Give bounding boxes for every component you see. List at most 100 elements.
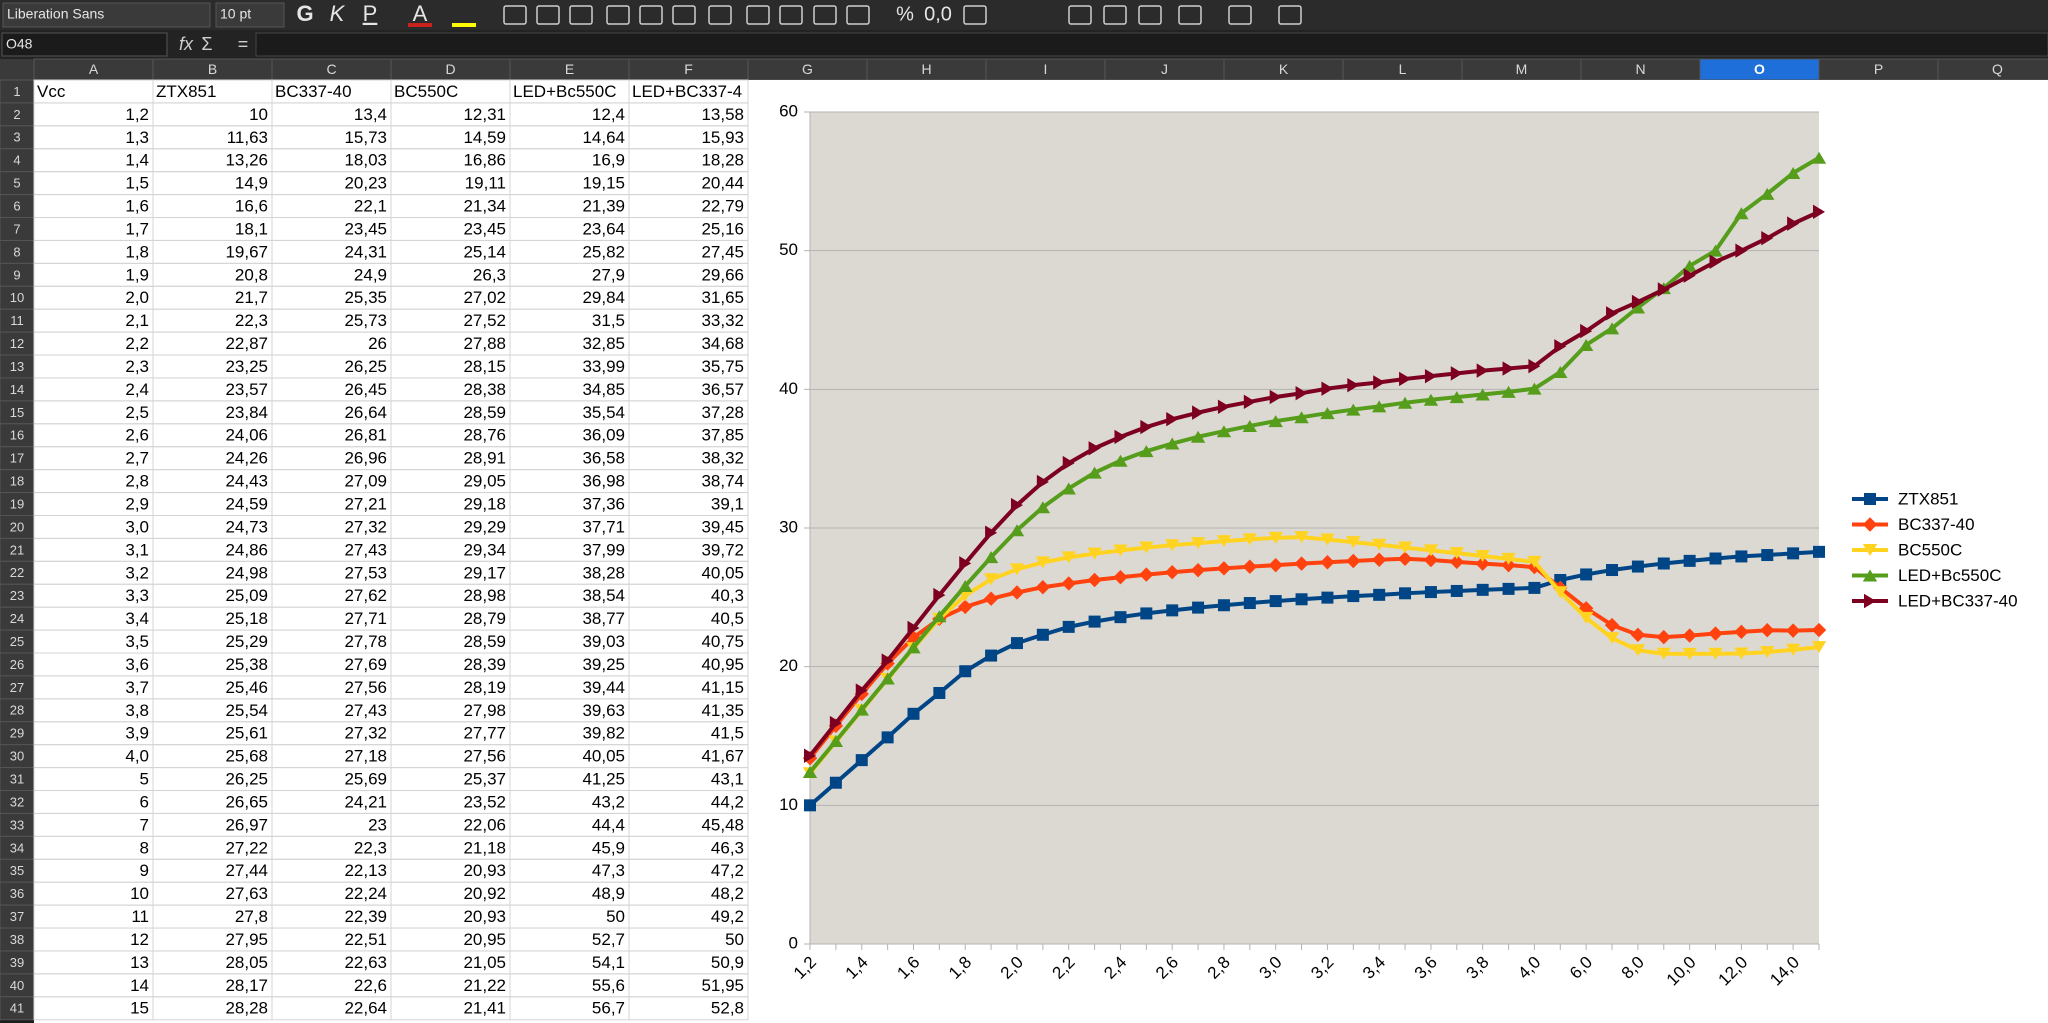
cell[interactable]: 31,5 — [592, 311, 625, 330]
cell[interactable]: 3,3 — [125, 586, 149, 605]
cell[interactable]: 16,9 — [592, 151, 625, 170]
toolbar-icon[interactable] — [963, 5, 987, 25]
cell[interactable]: 23,45 — [344, 219, 387, 238]
cell[interactable]: 27,62 — [344, 586, 387, 605]
cell[interactable]: 34,68 — [701, 334, 744, 353]
toolbar-icon[interactable] — [503, 5, 527, 25]
cell[interactable]: 19,11 — [465, 174, 506, 193]
cell[interactable]: 3,5 — [125, 632, 149, 651]
cell[interactable]: 2,5 — [125, 403, 149, 422]
cell[interactable]: 50 — [725, 930, 744, 949]
cell[interactable]: 3,4 — [125, 609, 149, 628]
cell[interactable]: 21,7 — [235, 288, 268, 307]
cell[interactable]: 54,1 — [592, 953, 625, 972]
toolbar-icon[interactable] — [672, 5, 696, 25]
cell[interactable]: 25,29 — [225, 632, 268, 651]
cell[interactable]: 20,93 — [463, 861, 506, 880]
cell[interactable]: 27,88 — [463, 334, 506, 353]
cell[interactable]: 1,4 — [125, 151, 149, 170]
cell[interactable]: 27,53 — [344, 563, 387, 582]
cell[interactable]: 20,44 — [701, 174, 744, 193]
cell[interactable]: 27,56 — [344, 678, 387, 697]
cell[interactable]: 26,97 — [225, 815, 268, 834]
cell[interactable]: 36,57 — [701, 380, 744, 399]
toolbar-icon[interactable] — [779, 5, 803, 25]
cell[interactable]: 16,6 — [235, 197, 268, 216]
cell[interactable]: 40,05 — [701, 563, 744, 582]
cell[interactable]: 45,9 — [592, 838, 625, 857]
cell[interactable]: 14,9 — [235, 174, 268, 193]
cell[interactable]: 24,86 — [225, 540, 268, 559]
toolbar-icon[interactable] — [569, 5, 593, 25]
cell[interactable]: 27,45 — [701, 242, 744, 261]
toolbar-icon[interactable] — [846, 5, 870, 25]
cell[interactable]: 1,8 — [125, 242, 149, 261]
cell[interactable]: 25,16 — [701, 219, 744, 238]
cell[interactable]: 12,4 — [592, 105, 625, 124]
cell[interactable]: 27,32 — [344, 517, 387, 536]
cell[interactable]: 2,0 — [125, 288, 149, 307]
cell[interactable]: 28,17 — [225, 976, 268, 995]
cell[interactable]: 55,6 — [592, 976, 625, 995]
cell[interactable]: 33,99 — [582, 357, 625, 376]
cell[interactable]: 22,6 — [354, 976, 387, 995]
cell[interactable]: BC337-40 — [275, 82, 352, 101]
cell[interactable]: 25,18 — [225, 609, 268, 628]
cell[interactable]: 40,5 — [711, 609, 744, 628]
cell[interactable]: 27,52 — [463, 311, 506, 330]
cell[interactable]: 13,4 — [354, 105, 387, 124]
cell[interactable]: 2,9 — [125, 495, 149, 514]
cell[interactable]: 29,66 — [701, 265, 744, 284]
toolbar-icon[interactable] — [1068, 5, 1092, 25]
cell[interactable]: 2,7 — [125, 449, 149, 468]
cell[interactable]: 27,22 — [225, 838, 268, 857]
cell[interactable]: 39,1 — [711, 495, 744, 514]
cell[interactable]: 46,3 — [711, 838, 744, 857]
cell[interactable]: 3,9 — [125, 724, 149, 743]
cell[interactable]: 15,73 — [344, 128, 387, 147]
cell[interactable]: 2,1 — [125, 311, 149, 330]
cell[interactable]: 28,59 — [463, 403, 506, 422]
cell[interactable]: 9 — [140, 861, 149, 880]
cell[interactable]: 28,98 — [463, 586, 506, 605]
cell[interactable]: Vcc — [37, 82, 66, 101]
cell[interactable]: 28,05 — [225, 953, 268, 972]
cell[interactable]: 20,93 — [463, 907, 506, 926]
cell[interactable]: 50 — [606, 907, 625, 926]
cell[interactable]: 49,2 — [711, 907, 744, 926]
cell[interactable]: 24,31 — [344, 242, 387, 261]
cell[interactable]: 11 — [131, 907, 149, 926]
toolbar-icon[interactable] — [746, 5, 770, 25]
cell[interactable]: 22,1 — [354, 197, 387, 216]
cell[interactable]: 38,32 — [701, 449, 744, 468]
cell[interactable]: 28,91 — [463, 449, 506, 468]
cell[interactable]: 27,32 — [344, 724, 387, 743]
cell[interactable]: 39,44 — [582, 678, 625, 697]
cell[interactable]: 27,69 — [344, 655, 387, 674]
toolbar-icon[interactable] — [1178, 5, 1202, 25]
cell[interactable]: 50,9 — [711, 953, 744, 972]
cell[interactable]: 37,99 — [582, 540, 625, 559]
cell[interactable]: 29,29 — [463, 517, 506, 536]
cell[interactable]: LED+Bc550C — [513, 82, 616, 101]
name-box[interactable] — [1, 32, 168, 57]
cell[interactable]: 44,4 — [592, 815, 625, 834]
cell[interactable]: 16,86 — [463, 151, 506, 170]
toolbar-icon[interactable] — [1138, 5, 1162, 25]
cell[interactable]: ZTX851 — [156, 82, 216, 101]
cell[interactable]: 10 — [249, 105, 268, 124]
cell[interactable]: 19,15 — [582, 174, 625, 193]
cell[interactable]: 27,95 — [225, 930, 268, 949]
cell[interactable]: 28,38 — [463, 380, 506, 399]
toolbar-button[interactable]: K — [330, 1, 346, 26]
cell[interactable]: 3,7 — [125, 678, 149, 697]
cell[interactable]: 4,0 — [125, 747, 149, 766]
cell[interactable]: 23 — [368, 815, 387, 834]
cell[interactable]: 25,46 — [225, 678, 268, 697]
cell[interactable]: 39,72 — [701, 540, 744, 559]
cell[interactable]: 8 — [140, 838, 149, 857]
cell[interactable]: 20,23 — [344, 174, 387, 193]
cell[interactable]: 25,37 — [463, 770, 506, 789]
cell[interactable]: 21,39 — [582, 197, 625, 216]
formula-icon[interactable]: = — [238, 34, 249, 54]
